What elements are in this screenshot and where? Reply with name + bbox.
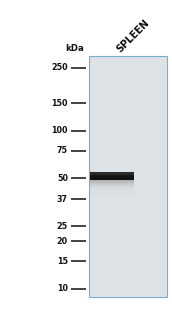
Bar (90, 172, 134, 173)
Bar (90, 175, 134, 176)
Bar (90, 185, 134, 186)
Bar (90, 173, 134, 175)
Bar (90, 180, 134, 181)
Bar (89, 56, 167, 297)
Bar (90, 178, 134, 179)
Bar (90, 184, 134, 185)
Text: 150: 150 (51, 99, 68, 108)
Bar (90, 181, 134, 182)
Bar (90, 173, 134, 180)
Bar (90, 195, 134, 196)
Bar (90, 195, 134, 196)
Bar (90, 186, 134, 187)
Text: 250: 250 (51, 63, 68, 73)
Bar (90, 185, 134, 186)
Bar (90, 187, 134, 188)
Bar (90, 197, 134, 198)
Bar (90, 173, 134, 174)
Bar (90, 174, 134, 175)
Bar (90, 184, 134, 185)
Bar (90, 196, 134, 197)
Bar (90, 186, 134, 187)
Bar (90, 186, 134, 187)
Bar (90, 178, 134, 179)
Bar (90, 171, 134, 172)
Bar (90, 173, 134, 174)
Bar (90, 172, 134, 173)
Bar (90, 183, 134, 184)
Text: 25: 25 (57, 222, 68, 231)
Bar (90, 178, 134, 179)
Text: SPLEEN: SPLEEN (114, 17, 151, 54)
Bar (90, 193, 134, 194)
Text: 15: 15 (57, 256, 68, 265)
Text: 75: 75 (57, 146, 68, 155)
Bar (90, 183, 134, 184)
Bar (90, 191, 134, 192)
Bar (90, 190, 134, 191)
Text: 100: 100 (51, 126, 68, 135)
Bar (90, 179, 134, 180)
Bar (90, 181, 134, 182)
Bar (90, 189, 134, 190)
Bar (90, 182, 134, 183)
Bar (90, 179, 134, 180)
Bar (90, 175, 134, 176)
Bar (90, 196, 134, 197)
Bar (90, 172, 134, 174)
Bar (90, 173, 134, 174)
Bar (90, 177, 134, 178)
Bar (90, 190, 134, 191)
Bar (90, 178, 134, 179)
Text: 10: 10 (57, 284, 68, 294)
Bar (90, 173, 134, 174)
Bar (90, 172, 134, 173)
Text: kDa: kDa (65, 44, 84, 53)
Bar (90, 192, 134, 193)
Bar (90, 177, 134, 178)
Bar (90, 194, 134, 195)
Bar (90, 182, 134, 183)
Bar (90, 176, 134, 177)
Bar (90, 189, 134, 190)
Bar (90, 191, 134, 192)
Bar (90, 176, 134, 177)
Bar (90, 192, 134, 193)
Bar (90, 174, 134, 175)
Bar (90, 197, 134, 198)
Bar (90, 175, 134, 176)
Bar (90, 188, 134, 189)
Bar (90, 173, 134, 174)
Bar (90, 174, 134, 175)
Bar (90, 194, 134, 195)
Bar (90, 188, 134, 189)
Bar (90, 171, 134, 172)
Bar (90, 187, 134, 188)
Bar (90, 174, 134, 175)
Bar (90, 193, 134, 194)
Text: 20: 20 (57, 237, 68, 246)
Bar (90, 180, 134, 181)
Text: 50: 50 (57, 174, 68, 183)
Text: 37: 37 (57, 195, 68, 204)
Bar (90, 194, 134, 195)
